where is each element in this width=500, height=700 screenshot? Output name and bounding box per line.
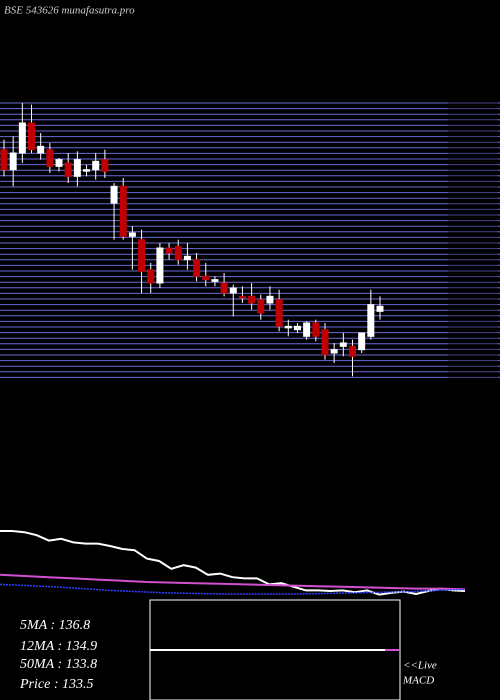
candle-body — [339, 342, 347, 347]
ma-line — [0, 530, 466, 596]
candle-body — [202, 275, 210, 281]
candle-body — [18, 122, 26, 154]
candle-body — [101, 159, 109, 172]
candle-body — [303, 322, 311, 337]
stat: 50MA : 133.8 — [20, 657, 97, 672]
candle-body — [92, 160, 100, 171]
candle-body — [257, 299, 265, 314]
candle-body — [110, 185, 118, 204]
candle-body — [156, 247, 164, 284]
candle-body — [284, 325, 292, 329]
candle-body — [9, 152, 17, 171]
candle-body — [220, 282, 228, 294]
candle-body — [330, 349, 338, 354]
candle-body — [348, 345, 356, 357]
macd-label: <<Live — [403, 660, 437, 672]
candle-body — [321, 329, 329, 356]
candle-body — [73, 159, 81, 177]
candle-body — [55, 159, 63, 167]
candle-body — [275, 299, 283, 327]
candle-body — [229, 287, 237, 294]
candle-body — [165, 247, 173, 254]
candle-body — [367, 304, 375, 337]
candle-body — [211, 279, 219, 282]
candle-body — [83, 169, 91, 172]
stat: 5MA : 136.8 — [20, 618, 90, 633]
candle-body — [312, 322, 320, 337]
chart-title: BSE 543626 munafasutra.pro — [4, 5, 135, 17]
candle-body — [46, 149, 54, 167]
candle-body — [37, 145, 45, 154]
candle-body — [128, 232, 136, 237]
candle-body — [147, 269, 155, 284]
ma-line — [0, 573, 466, 591]
candle-body — [193, 259, 201, 277]
stat: 12MA : 134.9 — [20, 639, 97, 654]
candle-body — [119, 185, 127, 237]
macd-label: MACD — [402, 675, 434, 687]
candle-body — [238, 295, 246, 299]
candle-body — [64, 162, 72, 177]
stat: Price : 133.5 — [19, 677, 93, 692]
price-grid — [0, 100, 500, 385]
candle-body — [293, 325, 301, 331]
candle-body — [174, 245, 182, 261]
candle-body — [248, 295, 256, 304]
candle-body — [266, 295, 274, 304]
candle-body — [28, 122, 36, 151]
candle-body — [376, 305, 384, 312]
ma-line — [0, 583, 466, 595]
candle-body — [183, 255, 191, 261]
axis-strip — [448, 100, 498, 385]
candle-body — [0, 149, 8, 171]
candle-body — [358, 332, 366, 351]
candle-body — [138, 239, 146, 272]
